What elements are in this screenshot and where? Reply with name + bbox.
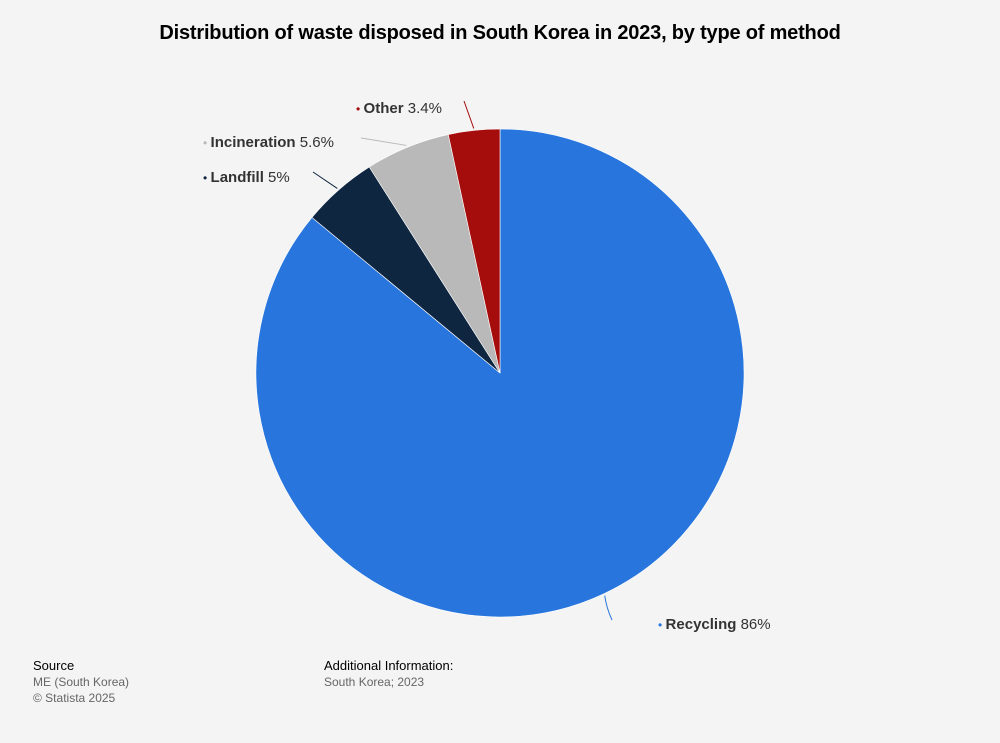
slice-name-landfill: Landfill — [211, 169, 269, 186]
slice-name-other: Other — [364, 100, 408, 117]
leader-line-recycling — [604, 595, 613, 621]
source-line[interactable]: ME (South Korea) — [33, 675, 130, 689]
pie-slices — [255, 128, 745, 618]
source-block: Source ME (South Korea) © Statista 2025 — [33, 658, 129, 706]
slice-label-other: • Other 3.4% — [356, 100, 442, 117]
slice-value-recycling: 86% — [741, 616, 771, 633]
legend-bullet-recycling: • — [658, 618, 666, 632]
leader-line-landfill — [312, 171, 338, 189]
source-heading: Source — [33, 658, 75, 673]
additional-info-block: Additional Information: South Korea; 202… — [324, 658, 453, 690]
slice-labels: • Recycling 86%• Landfill 5%• Incinerati… — [203, 100, 771, 633]
leader-line-incineration — [360, 137, 407, 146]
slice-name-recycling: Recycling — [666, 616, 741, 633]
slice-value-incineration: 5.6% — [300, 134, 334, 151]
slice-value-other: 3.4% — [408, 100, 442, 117]
pie-slice-other[interactable] — [447, 128, 501, 374]
slice-name-incineration: Incineration — [211, 134, 300, 151]
legend-bullet-other: • — [356, 102, 364, 116]
additional-info-heading[interactable]: Additional Information: — [324, 658, 454, 673]
leader-line-other — [463, 100, 475, 129]
slice-value-landfill: 5% — [268, 169, 290, 186]
legend-bullet-incineration: • — [203, 136, 211, 150]
legend-bullet-landfill: • — [203, 171, 211, 185]
slice-label-incineration: • Incineration 5.6% — [203, 134, 334, 151]
slice-label-landfill: • Landfill 5% — [203, 169, 290, 186]
slice-label-recycling: • Recycling 86% — [658, 616, 771, 633]
chart-title: Distribution of waste disposed in South … — [159, 22, 841, 44]
copyright-line[interactable]: © Statista 2025 — [33, 691, 116, 705]
additional-info-line: South Korea; 2023 — [324, 675, 425, 689]
leader-lines — [312, 100, 613, 621]
